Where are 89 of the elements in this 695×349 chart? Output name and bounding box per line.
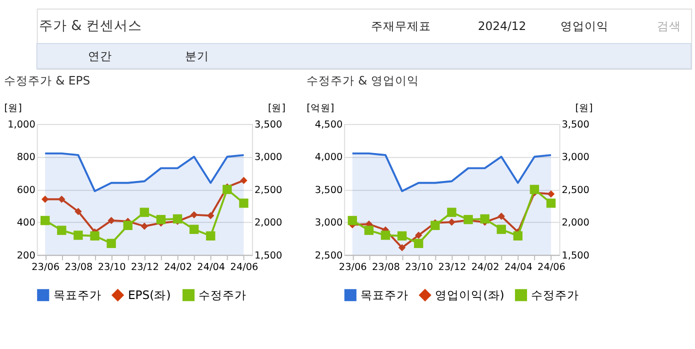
x-tick-label: 24/06 [230,262,258,273]
point [90,231,100,240]
y-tick-label: 3,500 [314,184,343,196]
legend-label: 목표주가 [53,288,102,302]
point [414,238,424,248]
x-tick-label: 23/08 [372,262,400,273]
point [190,211,198,218]
y-tick-label: 4,500 [314,119,343,130]
y2-tick-label: 3,000 [254,152,282,164]
x-tick-label: 24/04 [197,262,226,273]
legend-label: 수정주가 [531,288,580,302]
y2-tick-label: 2,000 [254,218,282,229]
y-tick-label: 800 [16,152,36,164]
point [74,230,83,240]
x-tick-label: 24/06 [538,262,566,273]
point [448,218,456,226]
text: 영업이익 [560,18,608,33]
point [206,231,216,240]
x-tick-label: 24/04 [504,262,532,273]
point [239,198,248,208]
point [140,222,148,230]
chart-title: 수정주가 & EPS [4,73,90,88]
point [546,198,556,208]
point [58,196,66,203]
x-tick-label: 23/06 [32,262,60,273]
point [40,216,50,226]
y2-axis-title: [원] [268,102,286,114]
y2-tick-label: 3,000 [562,152,590,164]
text: 주재무제표 [371,18,432,33]
point [172,214,182,224]
y2-tick-label: 1,500 [562,250,590,262]
legend-label: 목표주가 [360,288,409,302]
text: 연간 [88,49,112,64]
point [348,216,357,226]
legend-label: EPS(좌) [128,288,171,302]
text: 2024/12 [478,18,526,33]
point [447,208,456,217]
y2-tick-label: 3,500 [254,119,282,130]
y-tick-label: 400 [16,218,36,229]
point [156,214,166,224]
point [207,212,214,220]
point [364,226,374,235]
y2-tick-label: 2,000 [562,218,590,229]
y-tick-label: 600 [16,184,36,196]
y2-tick-label: 2,500 [254,184,282,196]
y2-tick-label: 2,500 [562,184,590,196]
point [397,231,407,240]
x-tick-label: 23/08 [64,262,93,273]
point [123,220,132,230]
point [547,190,555,198]
y2-axis-title: [원] [575,102,593,114]
point [42,196,49,203]
chart-title: 수정주가 & 영업이익 [306,73,419,88]
point [74,208,82,216]
x-tick-label: 24/02 [164,262,192,273]
x-tick-label: 23/10 [405,262,434,273]
point [222,184,232,194]
y-axis-title: [원] [4,102,22,114]
x-tick-label: 23/12 [438,262,466,273]
x-tick-label: 24/02 [471,262,500,273]
y-tick-label: 4,000 [314,152,343,164]
point [480,214,490,224]
point [496,224,506,234]
y-axis-title: [억원] [306,102,334,114]
point [398,244,406,252]
point [380,230,390,240]
point [108,216,115,224]
point [415,232,422,239]
x-tick-label: 23/06 [338,262,367,273]
text: 주가 & 컨센서스 [38,18,142,34]
text: 검색 [657,18,682,33]
point [140,208,150,217]
x-tick-label: 23/10 [98,262,126,273]
y2-tick-label: 3,500 [562,119,590,130]
point [189,224,199,234]
y2-tick-label: 1,500 [254,250,282,262]
legend-label: 수정주가 [198,288,247,302]
x-tick-label: 23/12 [130,262,159,273]
y-tick-label: 1,000 [8,119,36,130]
text: 분기 [184,49,209,64]
point [513,231,523,240]
point [498,212,505,220]
y-tick-label: 2,500 [314,250,343,262]
point [57,226,66,235]
point [240,176,248,184]
y-tick-label: 3,000 [314,218,343,229]
y-tick-label: 200 [16,250,36,262]
point [106,238,116,248]
legend-label: 영업이익(좌) [435,288,504,302]
